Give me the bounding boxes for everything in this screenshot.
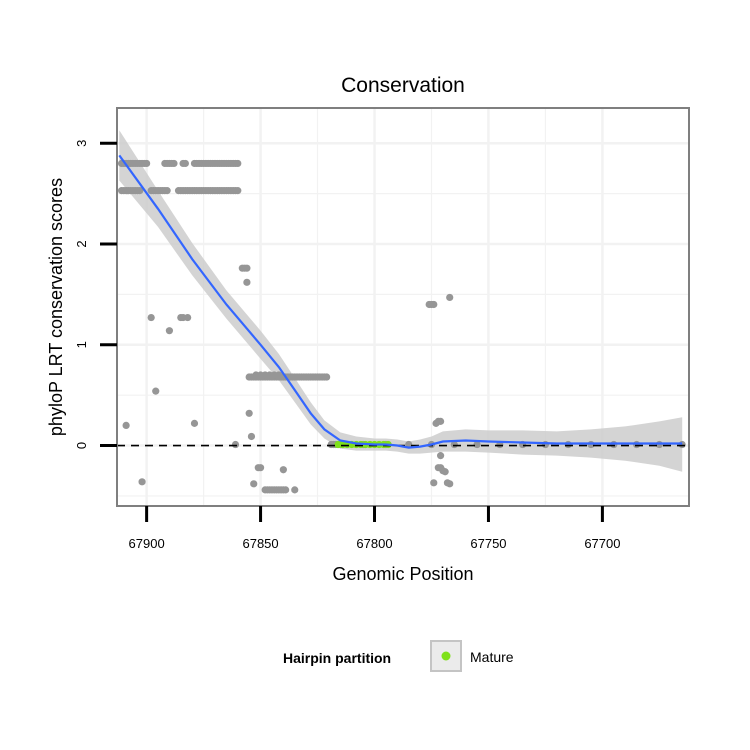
data-point bbox=[437, 452, 445, 460]
y-tick-label: 3 bbox=[74, 140, 89, 147]
data-points bbox=[117, 159, 686, 494]
y-tick-label: 2 bbox=[74, 240, 89, 247]
data-point bbox=[250, 480, 258, 488]
x-axis: 67900 67850 67800 67750 67700 bbox=[129, 506, 620, 551]
legend-label-mature: Mature bbox=[470, 649, 514, 665]
data-point bbox=[282, 486, 290, 494]
data-point bbox=[243, 264, 251, 272]
data-point bbox=[138, 478, 146, 486]
data-point bbox=[234, 187, 242, 195]
data-point bbox=[437, 417, 445, 425]
x-tick-label: 67900 bbox=[129, 536, 165, 551]
data-point bbox=[181, 159, 189, 168]
x-axis-title: Genomic Position bbox=[332, 564, 473, 584]
data-point bbox=[256, 464, 265, 472]
legend-title: Hairpin partition bbox=[283, 650, 391, 666]
ribbon-area bbox=[119, 130, 683, 472]
data-point bbox=[170, 159, 178, 168]
data-point bbox=[446, 480, 454, 488]
legend-mature-dot bbox=[441, 651, 451, 661]
data-point bbox=[190, 419, 199, 427]
data-point bbox=[234, 159, 242, 168]
x-tick-label: 67750 bbox=[470, 536, 506, 551]
data-point bbox=[243, 278, 251, 286]
data-point bbox=[152, 387, 160, 395]
data-point bbox=[441, 468, 449, 476]
panel-border bbox=[116, 107, 690, 507]
data-point bbox=[165, 327, 174, 335]
data-point bbox=[446, 293, 454, 302]
data-point bbox=[163, 187, 171, 195]
data-point bbox=[184, 313, 192, 322]
data-point bbox=[231, 440, 240, 449]
data-point bbox=[275, 371, 283, 379]
chart-title: Conservation bbox=[341, 74, 465, 97]
data-point bbox=[473, 440, 481, 449]
data-point bbox=[136, 187, 144, 195]
x-tick-label: 67850 bbox=[242, 536, 278, 551]
smooth-curve bbox=[118, 154, 683, 449]
data-point bbox=[245, 409, 253, 417]
data-point bbox=[147, 313, 155, 322]
data-point bbox=[247, 432, 256, 441]
data-point bbox=[122, 421, 130, 429]
legend: Hairpin partition Mature bbox=[283, 640, 514, 672]
y-axis: 0 1 2 3 bbox=[74, 140, 117, 449]
x-tick-label: 67800 bbox=[356, 536, 392, 551]
data-point bbox=[430, 479, 438, 487]
smooth-line bbox=[118, 154, 683, 449]
data-point bbox=[291, 486, 299, 494]
data-point bbox=[279, 466, 287, 474]
data-point bbox=[323, 373, 331, 381]
y-axis-title: phyloP LRT conservation scores bbox=[46, 178, 66, 436]
legend-key-mature bbox=[430, 640, 462, 672]
data-point bbox=[430, 300, 438, 309]
y-tick-label: 0 bbox=[74, 442, 89, 449]
confidence-ribbon bbox=[119, 130, 683, 472]
x-tick-label: 67700 bbox=[584, 536, 620, 551]
data-point bbox=[143, 159, 151, 168]
y-tick-label: 1 bbox=[74, 341, 89, 348]
